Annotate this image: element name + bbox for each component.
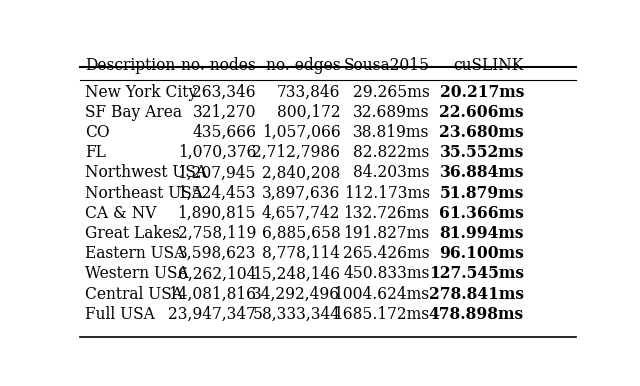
Text: no. nodes: no. nodes <box>181 57 256 74</box>
Text: 1,890,815: 1,890,815 <box>177 205 256 222</box>
Text: 61.366ms: 61.366ms <box>439 205 524 222</box>
Text: Western USA: Western USA <box>85 266 189 283</box>
Text: 34,292,496: 34,292,496 <box>252 286 340 303</box>
Text: 1004.624ms: 1004.624ms <box>333 286 429 303</box>
Text: CO: CO <box>85 124 109 141</box>
Text: 191.827ms: 191.827ms <box>344 225 429 242</box>
Text: 14,081,816: 14,081,816 <box>168 286 256 303</box>
Text: 58,333,344: 58,333,344 <box>252 306 340 323</box>
Text: SF Bay Area: SF Bay Area <box>85 104 182 121</box>
Text: 278.841ms: 278.841ms <box>429 286 524 303</box>
Text: CA & NV: CA & NV <box>85 205 156 222</box>
Text: 32.689ms: 32.689ms <box>353 104 429 121</box>
Text: 1685.172ms: 1685.172ms <box>333 306 429 323</box>
Text: 4,657,742: 4,657,742 <box>262 205 340 222</box>
Text: 22.606ms: 22.606ms <box>439 104 524 121</box>
Text: 3,897,636: 3,897,636 <box>262 185 340 201</box>
Text: 450.833ms: 450.833ms <box>343 266 429 283</box>
Text: 36.884ms: 36.884ms <box>440 164 524 181</box>
Text: 1,524,453: 1,524,453 <box>177 185 256 201</box>
Text: 321,270: 321,270 <box>193 104 256 121</box>
Text: 1,207,945: 1,207,945 <box>177 164 256 181</box>
Text: Great Lakes: Great Lakes <box>85 225 180 242</box>
Text: 263,346: 263,346 <box>193 84 256 101</box>
Text: 1,070,376: 1,070,376 <box>178 144 256 161</box>
Text: Sousa2015: Sousa2015 <box>344 57 429 74</box>
Text: 15,248,146: 15,248,146 <box>252 266 340 283</box>
Text: 1,057,066: 1,057,066 <box>262 124 340 141</box>
Text: 2,712,7986: 2,712,7986 <box>252 144 340 161</box>
Text: 132.726ms: 132.726ms <box>344 205 429 222</box>
Text: 3,598,623: 3,598,623 <box>177 245 256 262</box>
Text: Northwest USA: Northwest USA <box>85 164 207 181</box>
Text: 51.879ms: 51.879ms <box>440 185 524 201</box>
Text: 127.545ms: 127.545ms <box>429 266 524 283</box>
Text: 435,666: 435,666 <box>192 124 256 141</box>
Text: 20.217ms: 20.217ms <box>440 84 524 101</box>
Text: 112.173ms: 112.173ms <box>344 185 429 201</box>
Text: Full USA: Full USA <box>85 306 155 323</box>
Text: 8,778,114: 8,778,114 <box>262 245 340 262</box>
Text: 23,947,347: 23,947,347 <box>168 306 256 323</box>
Text: New York City: New York City <box>85 84 197 101</box>
Text: 800,172: 800,172 <box>276 104 340 121</box>
Text: Description: Description <box>85 57 175 74</box>
Text: cuSLINK: cuSLINK <box>454 57 524 74</box>
Text: 84.203ms: 84.203ms <box>353 164 429 181</box>
Text: 81.994ms: 81.994ms <box>440 225 524 242</box>
Text: Northeast USA: Northeast USA <box>85 185 203 201</box>
Text: 478.898ms: 478.898ms <box>429 306 524 323</box>
Text: 35.552ms: 35.552ms <box>440 144 524 161</box>
Text: no. edges: no. edges <box>266 57 340 74</box>
Text: 265.426ms: 265.426ms <box>343 245 429 262</box>
Text: 6,885,658: 6,885,658 <box>262 225 340 242</box>
Text: 6,262,104: 6,262,104 <box>178 266 256 283</box>
Text: 82.822ms: 82.822ms <box>353 144 429 161</box>
Text: 23.680ms: 23.680ms <box>439 124 524 141</box>
Text: 733,846: 733,846 <box>277 84 340 101</box>
Text: Eastern USA: Eastern USA <box>85 245 186 262</box>
Text: 29.265ms: 29.265ms <box>353 84 429 101</box>
Text: 38.819ms: 38.819ms <box>353 124 429 141</box>
Text: 2,840,208: 2,840,208 <box>262 164 340 181</box>
Text: 2,758,119: 2,758,119 <box>178 225 256 242</box>
Text: Central USA: Central USA <box>85 286 183 303</box>
Text: FL: FL <box>85 144 106 161</box>
Text: 96.100ms: 96.100ms <box>439 245 524 262</box>
